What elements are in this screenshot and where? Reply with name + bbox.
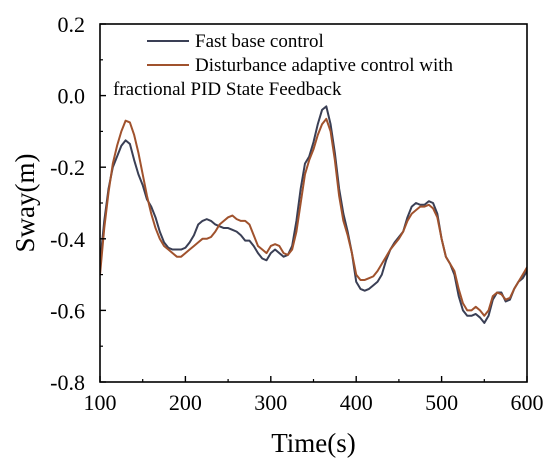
legend-label-1: Fast base control <box>195 31 324 52</box>
x-axis-title: Time(s) <box>271 428 356 458</box>
x-tick-label: 300 <box>254 390 287 415</box>
y-tick-label: -0.6 <box>50 298 85 323</box>
y-tick-label: -0.2 <box>50 155 85 180</box>
y-tick-label: 0.0 <box>58 84 86 109</box>
tick-labels: 100 200 300 400 500 600 0.2 0.0 -0.2 -0.4 -0.6 -0.8 <box>50 12 543 415</box>
plot-frame <box>99 23 528 383</box>
y-axis-title: Sway(m) <box>10 154 40 253</box>
series-line-1 <box>100 105 527 324</box>
series-line-2 <box>100 117 527 317</box>
legend-label-2: Disturbance adaptive control with <box>195 55 454 76</box>
x-tick-label: 600 <box>511 390 544 415</box>
legend: Fast base control Disturbance adaptive co… <box>113 31 454 100</box>
y-tick-label: 0.2 <box>58 12 86 37</box>
legend-label-2-continued: fractional PID State Feedback <box>113 79 342 100</box>
x-tick-label: 400 <box>340 390 373 415</box>
x-tick-label: 100 <box>84 390 117 415</box>
x-tick-label: 500 <box>425 390 458 415</box>
y-tick-label: -0.8 <box>50 370 85 395</box>
axis-ticks <box>99 23 528 383</box>
series-group <box>100 105 527 324</box>
y-tick-label: -0.4 <box>50 227 85 252</box>
x-tick-label: 200 <box>169 390 202 415</box>
